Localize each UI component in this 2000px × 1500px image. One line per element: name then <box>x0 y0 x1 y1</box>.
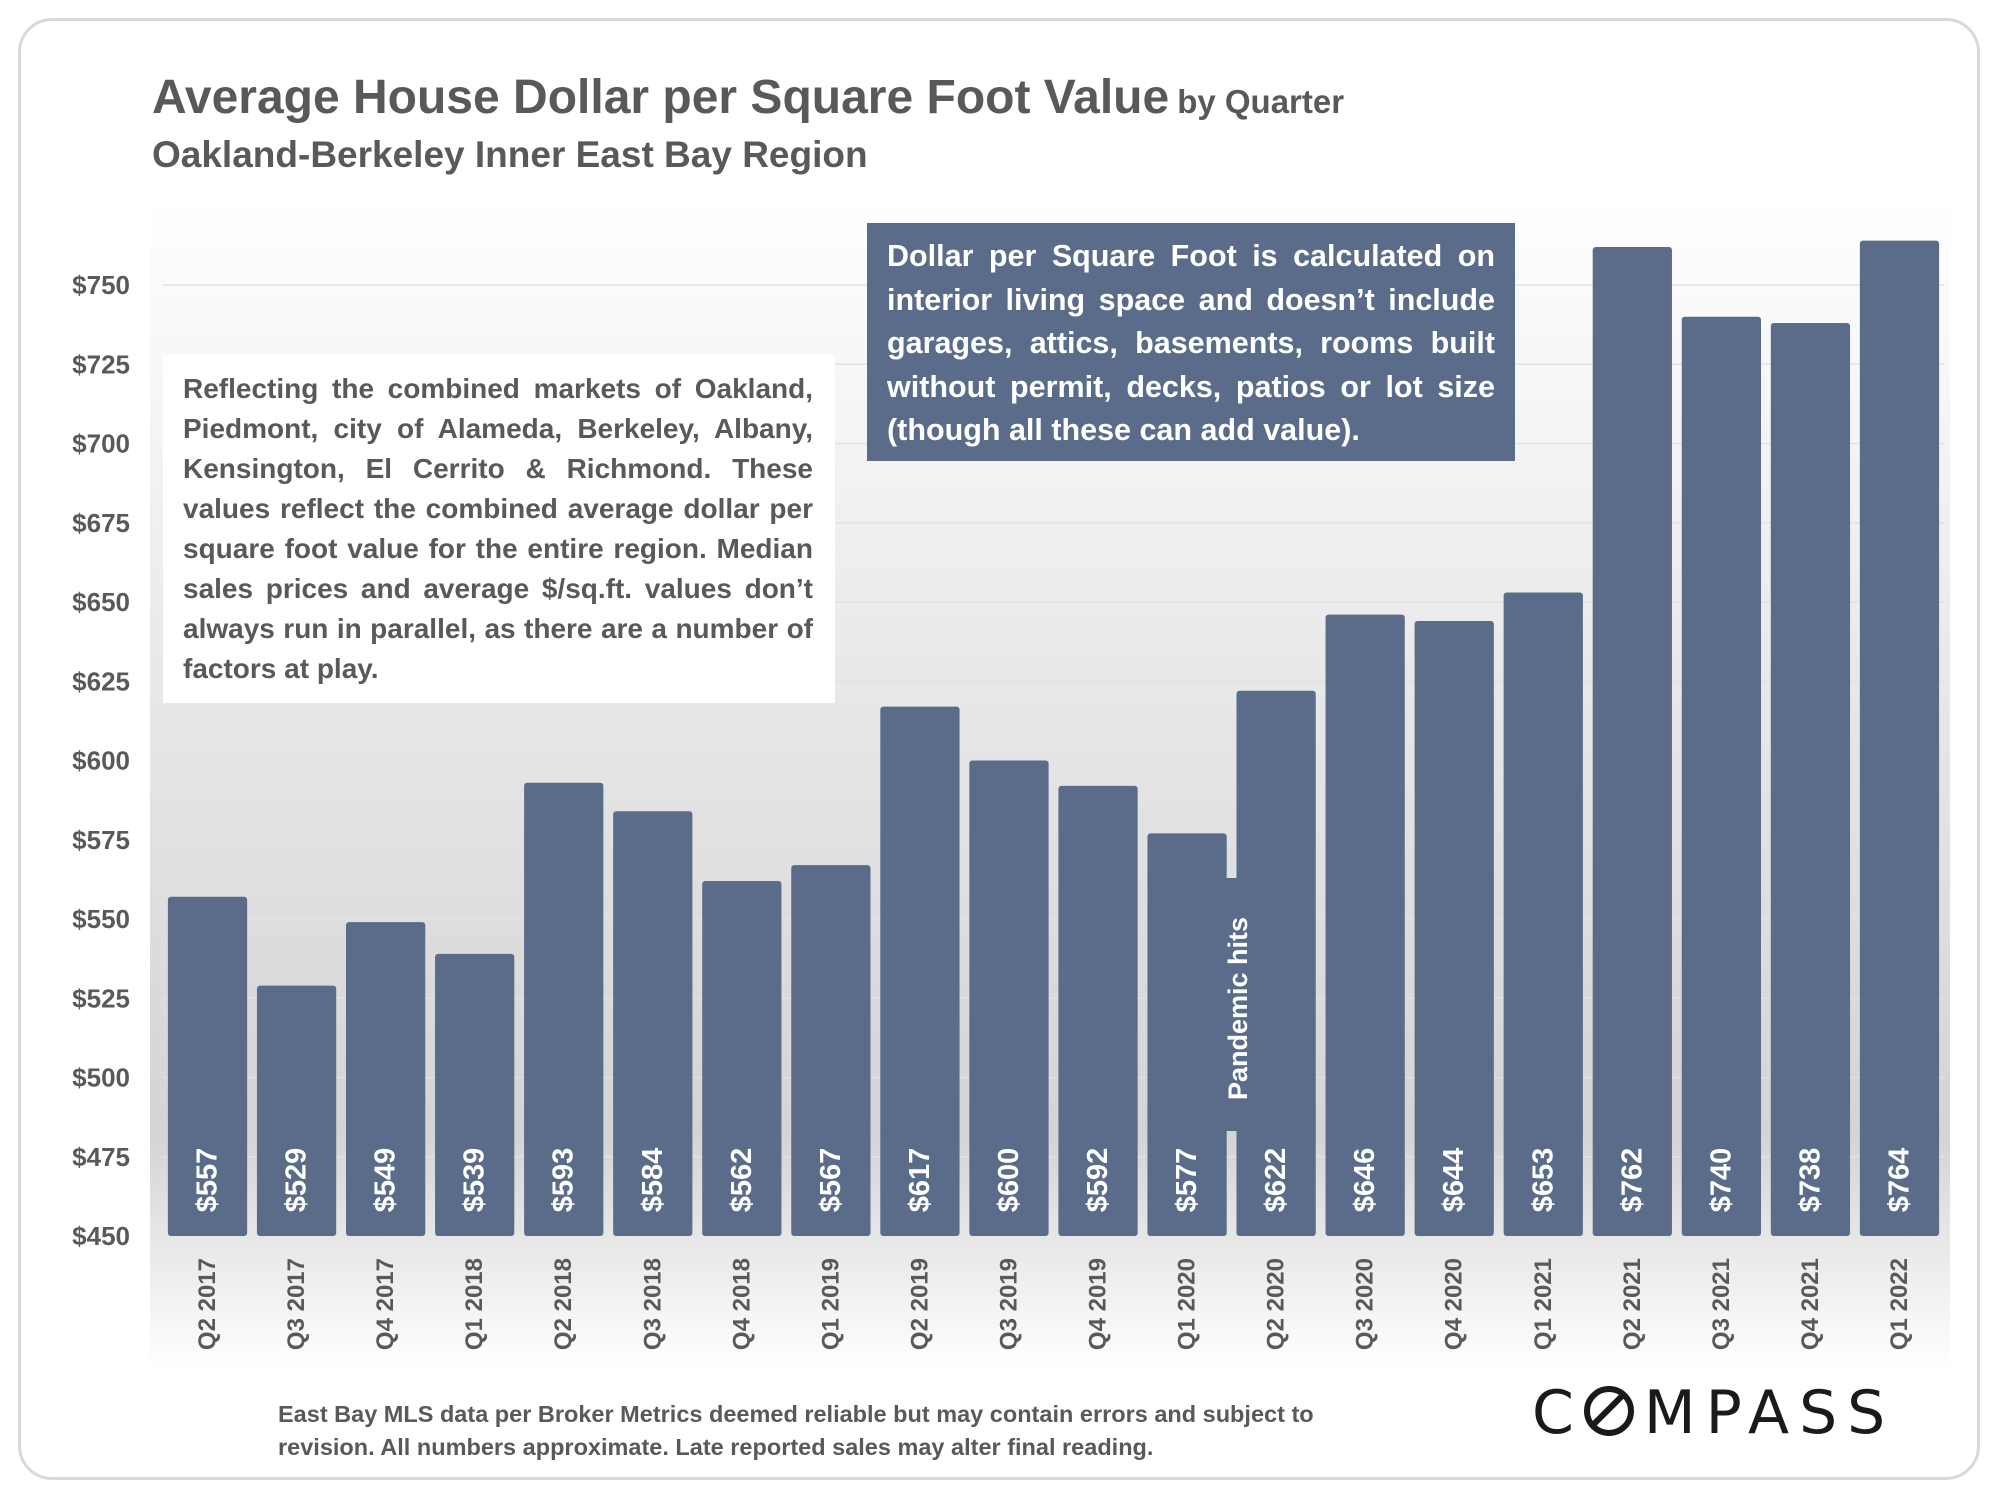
bar-value-label: $577 <box>1171 1148 1203 1213</box>
bar <box>1859 240 1940 1236</box>
bar <box>1503 592 1583 1236</box>
x-tick-label: Q3 2018 <box>639 1258 666 1350</box>
x-tick-label: Q4 2021 <box>1797 1258 1824 1350</box>
x-tick-label: Q3 2019 <box>995 1258 1022 1350</box>
compass-logo: C MPASS <box>1532 1378 1896 1448</box>
bar-value-label: $557 <box>192 1148 224 1213</box>
chart-title: Average House Dollar per Square Foot Val… <box>152 70 1344 130</box>
bar <box>880 706 960 1236</box>
y-tick-label: $675 <box>72 508 130 538</box>
chart-title-suffix: by Quarter <box>1177 83 1345 120</box>
bar-value-label: $646 <box>1349 1148 1381 1213</box>
x-tick-label: Q4 2019 <box>1085 1258 1112 1350</box>
x-tick-label: Q2 2018 <box>550 1258 577 1350</box>
bar <box>256 985 337 1236</box>
bar-value-label: $549 <box>370 1148 402 1213</box>
annotations: Pandemic hits <box>1217 878 1259 1131</box>
y-tick-label: $750 <box>72 270 130 300</box>
x-tick-label: Q1 2021 <box>1530 1258 1557 1350</box>
bar-value-label: $539 <box>459 1148 491 1213</box>
bar <box>345 922 426 1236</box>
region-note: Reflecting the combined markets of Oakla… <box>163 355 835 703</box>
x-tick-label: Q2 2017 <box>194 1258 221 1350</box>
bar-value-label: $600 <box>993 1148 1025 1213</box>
y-tick-label: $575 <box>72 825 130 855</box>
y-axis-ticks: $450 $475 $500 $525 $550 $575 $600 $625 $650 $675… <box>72 270 130 1251</box>
x-tick-label: Q1 2018 <box>461 1258 488 1350</box>
bar-value-label: $653 <box>1527 1148 1559 1213</box>
bar <box>1325 614 1405 1236</box>
bar-value-label: $562 <box>726 1148 758 1213</box>
y-tick-label: $700 <box>72 429 130 459</box>
bar-value-label: $593 <box>548 1148 580 1213</box>
y-tick-label: $525 <box>72 983 130 1013</box>
x-tick-label: Q3 2021 <box>1708 1258 1735 1350</box>
title-block: Average House Dollar per Square Foot Val… <box>152 70 1344 178</box>
bar-value-label: $762 <box>1616 1148 1648 1213</box>
pandemic-annotation: Pandemic hits <box>1223 917 1253 1100</box>
bar <box>1770 323 1851 1236</box>
bar <box>613 811 693 1236</box>
y-tick-label: $450 <box>72 1221 130 1251</box>
bars: $557 $529 $549 $539 $593 $584 $562 $567 $617 $600… <box>167 240 1940 1236</box>
y-tick-label: $650 <box>72 587 130 617</box>
y-tick-label: $725 <box>72 349 130 379</box>
y-tick-label: $550 <box>72 904 130 934</box>
bar <box>791 865 871 1236</box>
bar <box>524 782 604 1236</box>
y-tick-label: $600 <box>72 746 130 776</box>
x-tick-label: Q2 2019 <box>906 1258 933 1350</box>
bar-value-label: $764 <box>1883 1148 1915 1213</box>
bar-value-label: $622 <box>1260 1148 1292 1213</box>
x-tick-label: Q1 2019 <box>817 1258 844 1350</box>
source-footer: East Bay MLS data per Broker Metrics dee… <box>278 1401 1314 1460</box>
x-tick-label: Q2 2021 <box>1619 1258 1646 1350</box>
bar <box>702 880 782 1236</box>
bar-value-label: $567 <box>815 1148 847 1213</box>
x-tick-label: Q1 2022 <box>1886 1258 1913 1350</box>
bar-value-label: $644 <box>1438 1148 1470 1213</box>
x-tick-label: Q3 2020 <box>1352 1258 1379 1350</box>
y-tick-label: $475 <box>72 1142 130 1172</box>
x-tick-label: Q4 2018 <box>728 1258 755 1350</box>
bar <box>1592 246 1672 1236</box>
bar <box>1414 621 1494 1236</box>
bar <box>969 760 1049 1236</box>
chart-subtitle: Oakland-Berkeley Inner East Bay Region <box>152 134 868 175</box>
y-tick-label: $500 <box>72 1063 130 1093</box>
bar <box>1681 316 1762 1236</box>
bar <box>1058 785 1138 1236</box>
x-tick-label: Q4 2017 <box>372 1258 399 1350</box>
bar-value-label: $738 <box>1794 1148 1826 1213</box>
bar-value-label: $740 <box>1705 1148 1737 1213</box>
bar <box>167 896 248 1236</box>
x-axis-ticks: Q2 2017 Q3 2017 Q4 2017 Q1 2018 Q2 2018 Q3 20… <box>194 1258 1913 1350</box>
bar <box>435 953 515 1236</box>
x-tick-label: Q3 2017 <box>283 1258 310 1350</box>
y-tick-label: $625 <box>72 666 130 696</box>
methodology-note: Dollar per Square Foot is calculated on … <box>867 223 1515 461</box>
bar <box>1147 833 1227 1236</box>
bar-value-label: $529 <box>281 1148 313 1213</box>
x-tick-label: Q1 2020 <box>1174 1258 1201 1350</box>
x-tick-label: Q2 2020 <box>1263 1258 1290 1350</box>
bar-value-label: $617 <box>904 1148 936 1213</box>
pandemic-annotation-bg <box>1217 878 1259 1131</box>
chart-title-main: Average House Dollar per Square Foot Val… <box>152 71 1170 124</box>
bar-value-label: $584 <box>637 1148 669 1213</box>
x-tick-label: Q4 2020 <box>1441 1258 1468 1350</box>
bar-value-label: $592 <box>1082 1148 1114 1213</box>
